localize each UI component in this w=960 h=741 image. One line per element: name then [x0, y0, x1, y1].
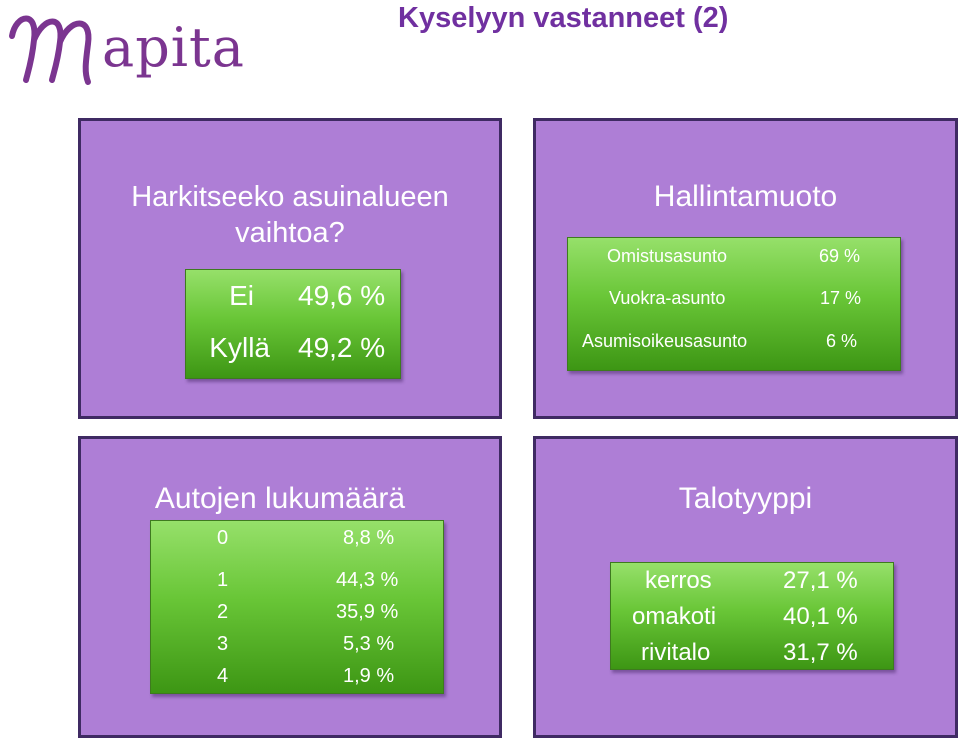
table-row: Ei 49,6 %	[186, 280, 400, 316]
row-value: 69 %	[819, 246, 861, 266]
panel-asuinalue-title: Harkitseeko asuinalueen vaihtoa?	[131, 181, 449, 249]
row-label: 3	[217, 633, 229, 655]
row-label: 4	[217, 665, 229, 687]
row-label: kerros	[645, 567, 712, 594]
row-value: 35,9 %	[336, 601, 399, 623]
row-label: Omistusasunto	[607, 246, 728, 266]
row-value: 6 %	[826, 331, 858, 351]
row-value: 40,1 %	[783, 603, 858, 630]
row-label: Ei	[229, 280, 254, 311]
row-label: 1	[217, 569, 229, 591]
slide-title: Kyselyyn vastanneet (2)	[398, 2, 729, 34]
row-label: Asumisoikeusasunto	[582, 331, 748, 351]
panel-talotyyppi: Talotyyppi kerros 27,1 % omakoti 40,1 % …	[533, 436, 958, 738]
row-value: 31,7 %	[783, 639, 858, 666]
row-label: 0	[217, 527, 229, 549]
row-value: 17 %	[820, 288, 862, 308]
row-value: 49,2 %	[298, 332, 386, 363]
panel-hallintamuoto-title: Hallintamuoto	[653, 180, 838, 213]
row-value: 44,3 %	[336, 569, 399, 591]
table-row: 4 1,9 %	[151, 665, 443, 695]
table-row: Omistusasunto 69 %	[568, 246, 900, 276]
table-row: Vuokra-asunto 17 %	[568, 288, 900, 318]
panel-asuinalue: Harkitseeko asuinalueen vaihtoa? Ei 49,6…	[78, 118, 502, 419]
row-value: 49,6 %	[298, 280, 386, 311]
table-row: 2 35,9 %	[151, 601, 443, 631]
hallintamuoto-table: Omistusasunto 69 % Vuokra-asunto 17 % As…	[567, 237, 901, 371]
asuinalue-table: Ei 49,6 % Kyllä 49,2 %	[185, 269, 401, 379]
logo-text: apita	[102, 16, 245, 79]
panel-autot: Autojen lukumäärä 0 8,8 % 1 44,3 % 2 35,…	[78, 436, 502, 738]
talotyyppi-table: kerros 27,1 % omakoti 40,1 % rivitalo 31…	[610, 562, 894, 670]
row-value: 5,3 %	[343, 633, 395, 655]
autot-table: 0 8,8 % 1 44,3 % 2 35,9 % 3 5,3 % 4 1,9 …	[150, 520, 444, 694]
panel-hallintamuoto: Hallintamuoto Omistusasunto 69 % Vuokra-…	[533, 118, 958, 419]
row-label: omakoti	[632, 603, 717, 630]
table-row: Asumisoikeusasunto 6 %	[568, 331, 900, 361]
table-row: omakoti 40,1 %	[611, 603, 893, 633]
table-row: 1 44,3 %	[151, 569, 443, 599]
mapita-logo: apita	[4, 2, 284, 92]
row-label: Vuokra-asunto	[609, 288, 726, 308]
table-row: rivitalo 31,7 %	[611, 639, 893, 669]
panel-talotyyppi-title: Talotyyppi	[678, 482, 813, 515]
table-row: Kyllä 49,2 %	[186, 332, 400, 368]
row-label: Kyllä	[209, 332, 270, 363]
row-value: 8,8 %	[343, 527, 395, 549]
table-row: kerros 27,1 %	[611, 567, 893, 597]
table-row: 0 8,8 %	[151, 527, 443, 557]
row-label: rivitalo	[641, 639, 711, 666]
row-label: 2	[217, 601, 229, 623]
row-value: 27,1 %	[783, 567, 858, 594]
table-row: 3 5,3 %	[151, 633, 443, 663]
mapita-m-icon	[9, 15, 92, 85]
row-value: 1,9 %	[343, 665, 395, 687]
panel-autot-title: Autojen lukumäärä	[154, 482, 406, 515]
